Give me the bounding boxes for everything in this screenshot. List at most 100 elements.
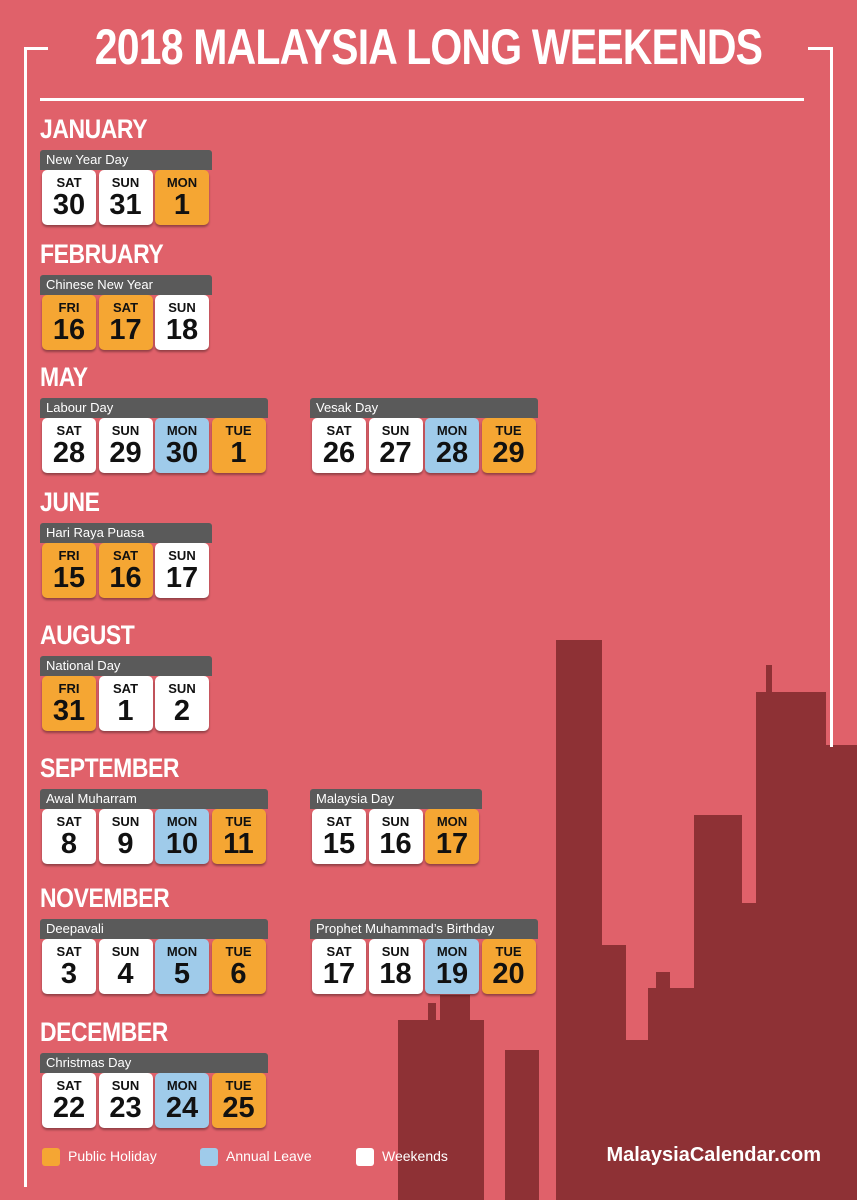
date: 31 <box>109 189 142 221</box>
date: 16 <box>379 828 412 860</box>
date: 15 <box>52 562 86 594</box>
month-name: NOVEMBER <box>40 883 170 913</box>
date: 3 <box>60 958 78 990</box>
day-cell: MON 5 <box>155 939 209 994</box>
day-of-week: SUN <box>111 944 140 959</box>
day-of-week: SUN <box>111 423 140 438</box>
day-of-week: FRI <box>58 300 80 315</box>
legend-label: Public Holiday <box>68 1148 157 1164</box>
day-of-week: SUN <box>381 423 410 438</box>
date: 10 <box>165 828 199 860</box>
day-of-week: TUE <box>225 423 252 438</box>
day-of-week: MON <box>166 814 198 829</box>
holiday-name: New Year Day <box>40 150 212 170</box>
frame-line <box>24 47 27 1187</box>
day-cell: FRI 16 <box>42 295 96 350</box>
date: 26 <box>322 437 356 469</box>
date: 28 <box>52 437 86 469</box>
building <box>766 665 772 695</box>
day-of-week: SAT <box>112 300 139 315</box>
date: 18 <box>379 958 412 990</box>
date: 16 <box>52 314 86 346</box>
date: 29 <box>492 437 525 469</box>
building <box>648 988 698 1200</box>
date: 2 <box>173 695 191 727</box>
day-cell: SAT 3 <box>42 939 96 994</box>
holiday-name: Malaysia Day <box>310 789 482 809</box>
day-of-week: SAT <box>56 814 82 829</box>
date: 22 <box>52 1092 86 1124</box>
frame-line <box>808 47 832 50</box>
date: 28 <box>435 437 469 469</box>
day-cell: MON 28 <box>425 418 479 473</box>
day-cell: MON 1 <box>155 170 209 225</box>
day-cell: SUN 18 <box>368 939 423 994</box>
date: 24 <box>165 1092 199 1124</box>
date: 17 <box>322 958 356 990</box>
day-of-week: SAT <box>112 548 139 563</box>
day-of-week: TUE <box>225 814 252 829</box>
day-cell: SUN 31 <box>98 170 153 225</box>
day-cell: SAT 15 <box>312 809 366 864</box>
day-of-week: TUE <box>495 944 522 959</box>
day-cell: SAT 22 <box>42 1073 96 1128</box>
day-cell: SUN 29 <box>98 418 153 473</box>
day-of-week: SAT <box>56 175 82 190</box>
day-cell: TUE 25 <box>211 1073 266 1128</box>
legend-swatch <box>200 1148 218 1166</box>
day-cell: SAT 30 <box>42 170 96 225</box>
building <box>440 995 470 1025</box>
date: 23 <box>109 1092 142 1124</box>
day-cell: TUE 29 <box>481 418 536 473</box>
building <box>428 1003 436 1023</box>
frame-line <box>830 47 833 747</box>
day-cell: SUN 23 <box>98 1073 153 1128</box>
day-cell: SUN 17 <box>155 543 209 598</box>
date: 31 <box>52 695 86 727</box>
month-name: SEPTEMBER <box>40 753 180 783</box>
date: 15 <box>322 828 356 860</box>
day-cell: TUE 11 <box>211 809 266 864</box>
date: 4 <box>117 958 134 990</box>
day-cell: MON 19 <box>425 939 479 994</box>
date: 20 <box>492 958 525 990</box>
day-of-week: SUN <box>168 681 196 696</box>
day-cell: SUN 27 <box>368 418 423 473</box>
date: 1 <box>117 695 134 727</box>
building <box>824 745 857 1200</box>
day-cell: SUN 2 <box>155 676 209 731</box>
building <box>556 640 602 1200</box>
legend-swatch <box>42 1148 60 1166</box>
day-cell: TUE 1 <box>211 418 266 473</box>
month-name: FEBRUARY <box>40 239 164 269</box>
holiday-name: Chinese New Year <box>40 275 212 295</box>
day-of-week: MON <box>436 814 468 829</box>
legend-label: Annual Leave <box>226 1148 312 1164</box>
date: 18 <box>165 314 199 346</box>
holiday-name: Hari Raya Puasa <box>40 523 212 543</box>
date: 30 <box>52 189 86 221</box>
month-name: AUGUST <box>40 620 135 650</box>
date: 19 <box>435 958 469 990</box>
day-of-week: SUN <box>381 944 410 959</box>
date: 8 <box>60 828 78 860</box>
day-of-week: FRI <box>58 548 80 563</box>
month-name: JUNE <box>40 487 100 517</box>
building <box>398 1020 484 1200</box>
title-rule <box>40 98 804 101</box>
title: 2018 MALAYSIA LONG WEEKENDS <box>94 19 763 75</box>
date: 27 <box>379 437 412 469</box>
day-cell: SUN 16 <box>368 809 423 864</box>
day-of-week: SAT <box>56 1078 82 1093</box>
legend-swatch <box>356 1148 374 1166</box>
day-of-week: SAT <box>326 423 352 438</box>
day-of-week: SUN <box>111 1078 140 1093</box>
month-name: DECEMBER <box>40 1017 168 1047</box>
day-of-week: SAT <box>112 681 139 696</box>
date: 17 <box>109 314 142 346</box>
date: 25 <box>222 1092 255 1124</box>
day-of-week: TUE <box>225 1078 252 1093</box>
date: 5 <box>173 958 191 990</box>
day-of-week: MON <box>166 944 198 959</box>
